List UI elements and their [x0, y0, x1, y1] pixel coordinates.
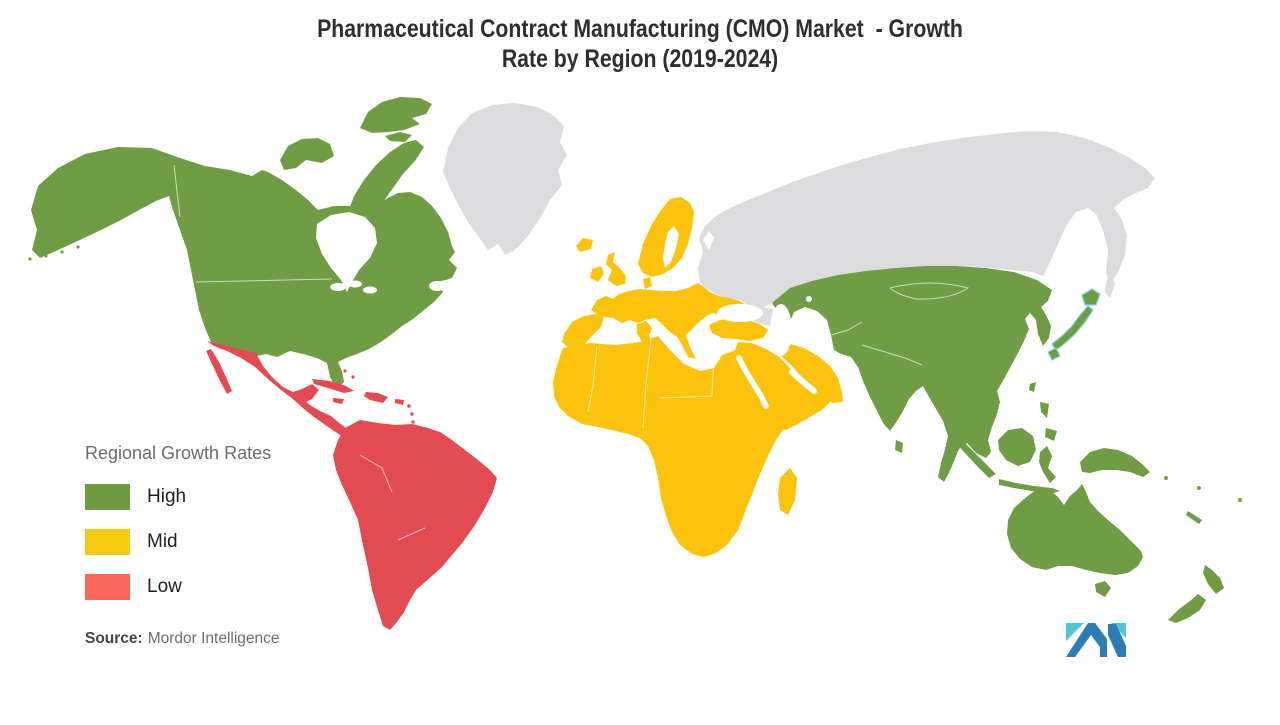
sea-aral: [806, 296, 812, 302]
region-aleutians: [44, 254, 48, 258]
legend-label-high: High: [147, 486, 187, 507]
region-aleutians: [28, 257, 32, 261]
legend-swatch-low: [85, 574, 130, 600]
region-antilles: [411, 420, 415, 424]
region-tasmania: [1095, 581, 1111, 597]
region-scandinavia: [638, 197, 694, 277]
sea-white-sea: [703, 231, 714, 250]
country-borders: [173, 164, 970, 541]
region-fiji: [1238, 498, 1242, 502]
legend-item-low: Low: [85, 574, 345, 600]
region-south-america: [333, 420, 497, 630]
region-victoria-island: [280, 138, 334, 170]
legend-swatch-high: [85, 484, 130, 510]
region-baffin-island: [347, 140, 424, 221]
region-baja-california: [206, 349, 232, 394]
region-asia: [772, 266, 1052, 482]
sea-great-lakes: [348, 280, 362, 288]
region-russia: [698, 131, 1155, 310]
region-africa: [553, 336, 806, 557]
sea-overlays: [316, 212, 817, 409]
sea-hudson-bay: [316, 212, 377, 292]
region-philippines-luzon: [1040, 402, 1049, 418]
region-nz-north-island: [1203, 565, 1224, 594]
title-line-2: Rate by Region (2019-2024): [501, 45, 779, 73]
region-new-caledonia: [1186, 511, 1202, 524]
region-aleutians: [76, 245, 80, 249]
region-europe-mainland: [591, 283, 747, 359]
region-madagascar: [778, 468, 797, 515]
source-line: Source: Mordor Intelligence: [85, 630, 280, 648]
legend-item-high: High: [85, 484, 345, 510]
region-devon-island: [385, 132, 412, 142]
region-cuba: [312, 379, 354, 393]
sea-red-sea: [736, 355, 769, 409]
map-region-mid: [553, 197, 843, 557]
region-ireland: [590, 266, 604, 282]
region-borneo: [998, 428, 1036, 466]
mordor-intelligence-logo: [1063, 620, 1129, 660]
legend-label-low: Low: [147, 576, 182, 597]
region-antilles: [410, 412, 414, 416]
map-region-japan: [1047, 288, 1101, 361]
region-iberia: [562, 314, 604, 349]
legend-label-mid: Mid: [147, 531, 178, 552]
region-uk: [606, 252, 626, 286]
legend-item-mid: Mid: [85, 529, 345, 555]
sea-gulf-of-bothnia: [663, 226, 679, 268]
region-bahamas: [343, 369, 347, 373]
sea-great-lakes: [330, 283, 346, 291]
region-japan-hokkaido: [1081, 288, 1101, 306]
source-value: Mordor Intelligence: [147, 630, 280, 647]
sea-persian-gulf: [789, 369, 817, 394]
region-australia: [1007, 484, 1143, 575]
region-new-guinea: [1080, 448, 1150, 477]
sea-st-lawrence: [429, 281, 445, 291]
source-label: Source:: [85, 630, 143, 647]
legend-title: Regional Growth Rates: [85, 443, 272, 463]
region-hispaniola: [364, 392, 388, 403]
logo-m-shape: [1066, 623, 1107, 657]
region-philippines-mindanao: [1045, 428, 1057, 441]
chart-title: Pharmaceutical Contract Manufacturing (C…: [0, 14, 1280, 74]
logo-i-slash: [1108, 624, 1126, 657]
region-arabia-levant: [733, 342, 831, 430]
region-turkey: [709, 318, 768, 341]
region-sakhalin: [1105, 272, 1115, 298]
region-vanuatu: [1197, 486, 1201, 490]
region-japan-kyushu: [1047, 347, 1061, 361]
legend: Regional Growth Rates High Mid Low: [85, 443, 345, 619]
region-jamaica: [333, 398, 344, 404]
region-sri-lanka: [895, 440, 903, 453]
region-taiwan: [1029, 382, 1036, 392]
region-iran: [776, 344, 843, 403]
sea-great-lakes: [363, 286, 377, 294]
region-puerto-rico: [395, 399, 404, 405]
sea-black-sea: [717, 304, 763, 322]
region-iceland: [576, 238, 593, 252]
map-region-no-data: [443, 103, 1155, 326]
map-region-low: [206, 341, 497, 630]
region-ellesmere: [360, 97, 432, 133]
region-aleutians: [60, 250, 64, 254]
logo-teal-triangle-left: [1066, 623, 1084, 641]
region-bahamas: [351, 375, 355, 379]
region-sumatra: [951, 432, 996, 478]
region-nz-south-island: [1168, 594, 1206, 623]
title-line-1: Pharmaceutical Contract Manufacturing (C…: [317, 15, 963, 43]
map-region-high: [28, 97, 1242, 623]
region-sulawesi: [1039, 446, 1056, 483]
region-solomons: [1164, 476, 1168, 480]
sea-caspian-sea: [770, 304, 792, 356]
region-japan-honshu: [1051, 305, 1094, 351]
legend-swatch-mid: [85, 529, 130, 555]
region-mexico-central-america: [207, 341, 370, 449]
region-denmark: [643, 277, 652, 289]
region-antilles: [407, 404, 411, 408]
region-greenland: [443, 103, 567, 255]
